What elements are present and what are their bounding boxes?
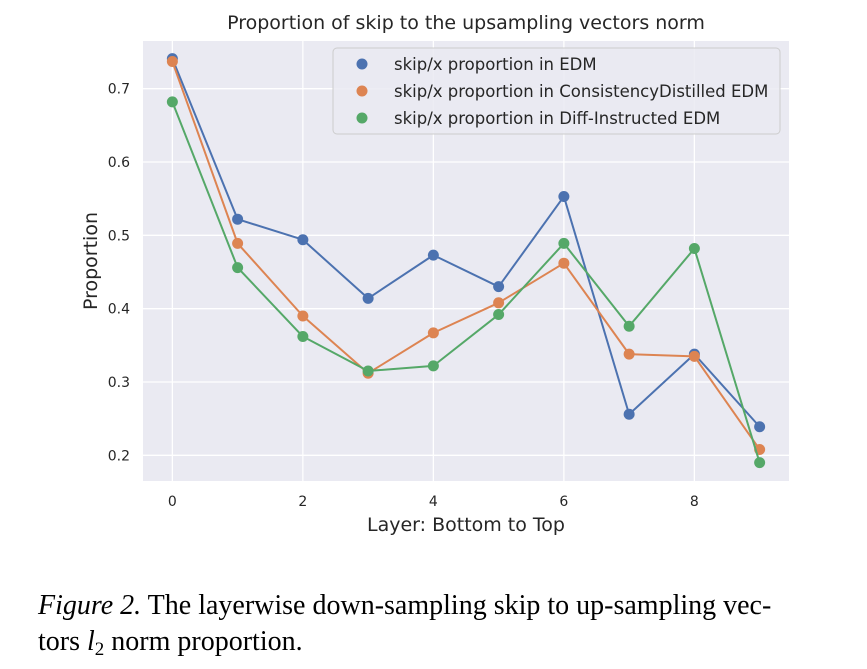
caption-text-1: The layerwise down-sampling skip to up-s…: [141, 590, 772, 621]
caption-math-subscript: 2: [94, 639, 105, 660]
x-tick-label: 6: [559, 494, 568, 510]
data-point: [623, 320, 635, 332]
x-tick-label: 8: [690, 494, 699, 510]
data-point: [558, 190, 570, 202]
data-point: [232, 213, 244, 225]
x-tick-label: 4: [429, 494, 438, 510]
data-point: [688, 350, 700, 362]
data-point: [493, 281, 505, 293]
data-point: [362, 292, 374, 304]
legend-marker: [356, 112, 368, 124]
series-0: [166, 53, 766, 433]
legend: skip/x proportion in EDM skip/x proportio…: [332, 47, 781, 135]
legend-entry: skip/x proportion in Diff-Instructed EDM: [394, 109, 720, 128]
legend-entry: skip/x proportion in EDM: [394, 55, 597, 74]
legend-marker: [356, 58, 368, 70]
caption-text-3: norm proportion.: [104, 626, 303, 657]
data-point: [427, 249, 439, 261]
data-point: [297, 310, 309, 322]
data-point: [493, 309, 505, 321]
data-point: [558, 237, 570, 249]
x-tick-label: 0: [168, 494, 177, 510]
data-point: [166, 56, 178, 68]
x-axis-title: Layer: Bottom to Top: [367, 514, 565, 536]
data-point: [623, 408, 635, 420]
series-group: [166, 53, 766, 469]
y-tick-label: 0.6: [108, 155, 130, 171]
y-tick-label: 0.3: [108, 375, 130, 391]
data-point: [688, 243, 700, 255]
caption-text-2: tors: [38, 626, 87, 657]
caption-math-var: l: [87, 626, 95, 657]
data-point: [166, 96, 178, 108]
y-tick-label: 0.7: [108, 82, 130, 98]
data-point: [558, 257, 570, 269]
figure-caption: Figure 2. The layerwise down-sampling sk…: [38, 588, 858, 660]
data-point: [427, 360, 439, 372]
y-tick-label: 0.4: [108, 302, 130, 318]
data-point: [232, 262, 244, 274]
series-line: [171, 101, 761, 463]
data-point: [754, 421, 766, 433]
y-tick-label: 0.2: [108, 448, 130, 464]
data-point: [297, 331, 309, 343]
legend-box: [332, 47, 781, 135]
x-tick-labels: 0 2 4 6 8: [168, 494, 699, 510]
data-point: [232, 237, 244, 249]
data-point: [493, 297, 505, 309]
data-point: [754, 457, 766, 469]
caption-label: Figure 2.: [38, 590, 142, 621]
y-tick-labels: 0.2 0.3 0.4 0.5 0.6 0.7: [108, 82, 130, 465]
data-point: [623, 348, 635, 360]
data-point: [362, 365, 374, 377]
x-tick-label: 2: [298, 494, 307, 510]
data-point: [427, 327, 439, 339]
series-line: [171, 61, 761, 451]
line-chart: 0 2 4 6 8 0.2 0.3 0.4 0.5 0.6 0.7 Proportion of s…: [80, 12, 789, 536]
chart-title: Proportion of skip to the upsampling vec…: [227, 12, 705, 34]
series-2: [166, 96, 766, 469]
legend-entry: skip/x proportion in ConsistencyDistille…: [394, 82, 768, 101]
series-line: [171, 58, 761, 428]
legend-marker: [356, 85, 368, 97]
data-point: [297, 234, 309, 246]
y-axis-title: Proportion: [80, 212, 102, 310]
y-tick-label: 0.5: [108, 228, 130, 244]
